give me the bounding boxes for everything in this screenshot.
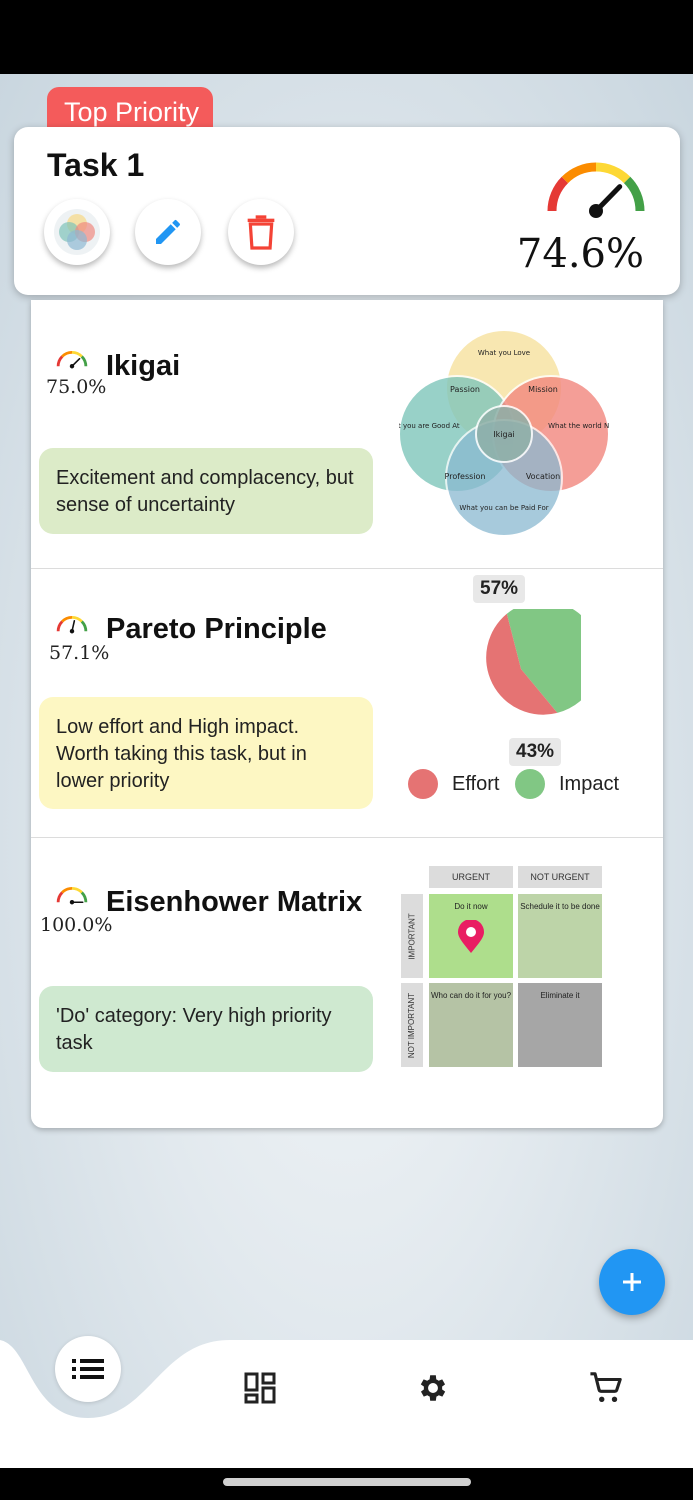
ikigai-note: Excitement and complacency, but sense of… — [39, 448, 373, 534]
pareto-score: 57.1% — [49, 642, 110, 664]
impact-legend-label: Impact — [559, 773, 620, 795]
pareto-section[interactable]: 57.1% Pareto Principle Low effort and Hi… — [31, 569, 663, 837]
effort-legend-label: Effort — [452, 773, 500, 795]
gauge-segment — [547, 176, 569, 212]
gauge-segment — [80, 891, 88, 903]
eisenhower-gauge-icon — [56, 886, 88, 905]
pareto-note: Low effort and High impact. Worth taking… — [39, 697, 373, 809]
pareto-pie-chart — [486, 609, 581, 715]
important-label: IMPORTANT — [401, 894, 423, 978]
pareto-gauge-icon — [56, 615, 88, 634]
pareto-title: Pareto Principle — [106, 613, 327, 645]
trash-icon — [247, 215, 275, 250]
ikigai-score: 75.0% — [46, 376, 107, 398]
eisenhower-note: 'Do' category: Very high priority task — [39, 986, 373, 1072]
gauge-segment — [80, 355, 88, 367]
not-important-label: NOT IMPORTANT — [401, 983, 423, 1067]
gauge-hub — [589, 204, 603, 218]
gauge-segment — [595, 162, 631, 184]
status-bar — [0, 0, 693, 74]
urgent-header: URGENT — [429, 866, 513, 888]
ikigai-gauge-icon — [56, 350, 88, 369]
pareto-top-label: 57% — [473, 575, 526, 603]
bottom-nav-background — [0, 1340, 693, 1468]
ikigai-view-button[interactable] — [44, 199, 110, 265]
plus-icon — [623, 1273, 641, 1291]
eliminate-cell: Eliminate it — [518, 983, 602, 1067]
delegate-cell: Who can do it for you? — [429, 983, 513, 1067]
divider — [31, 568, 663, 569]
gauge-hub — [69, 629, 75, 634]
screen: Top Priority Task 1 74.6% — [0, 74, 693, 1468]
home-handle[interactable] — [223, 1478, 471, 1486]
gauge-segment — [56, 891, 64, 903]
ikigai-good-label: What you are Good At — [399, 422, 460, 430]
task-card[interactable]: Task 1 74.6% — [14, 127, 680, 295]
pie-slice-impact — [506, 609, 581, 713]
impact-legend-dot — [515, 769, 545, 799]
ikigai-icon — [54, 209, 100, 255]
nav-dashboard-tab[interactable] — [236, 1364, 284, 1412]
gauge-segment — [623, 176, 645, 212]
task-gauge-icon — [547, 162, 645, 218]
schedule-cell: Schedule it to be done — [518, 894, 602, 978]
ikigai-paid-label: What you can be Paid For — [459, 504, 548, 512]
nav-cart-tab[interactable] — [582, 1364, 630, 1412]
ikigai-diagram: What you Love What you are Good At What … — [399, 330, 609, 536]
ikigai-title: Ikigai — [106, 350, 181, 382]
edit-button[interactable] — [135, 199, 201, 265]
eisenhower-section[interactable]: 100.0% Eisenhower Matrix 'Do' category: … — [31, 838, 663, 1128]
gauge-segment — [61, 886, 73, 894]
gauge-hub — [69, 364, 75, 369]
ikigai-love-label: What you Love — [478, 349, 530, 357]
do-cell-label: Do it now — [454, 902, 488, 911]
ikigai-mission-label: Mission — [528, 385, 558, 394]
gauge-segment — [561, 162, 597, 184]
effort-legend-dot — [408, 769, 438, 799]
gear-icon — [420, 1375, 446, 1401]
task-title: Task 1 — [47, 147, 145, 183]
location-pin-icon — [458, 920, 484, 953]
pareto-bottom-label: 43% — [509, 738, 562, 766]
cart-icon — [590, 1372, 622, 1403]
gauge-segment — [61, 615, 73, 623]
analysis-list: 75.0% Ikigai Excitement and complacency,… — [31, 300, 663, 1128]
add-task-button[interactable] — [599, 1249, 665, 1315]
ikigai-passion-label: Passion — [450, 385, 480, 394]
divider — [31, 837, 663, 838]
eisenhower-title: Eisenhower Matrix — [106, 886, 363, 918]
gauge-hub — [69, 900, 75, 905]
ikigai-vocation-label: Vocation — [526, 472, 560, 481]
pie-slice-effort — [486, 613, 558, 715]
ikigai-profession-label: Profession — [445, 472, 486, 481]
gauge-segment — [71, 350, 83, 358]
ikigai-section[interactable]: 75.0% Ikigai Excitement and complacency,… — [31, 300, 663, 568]
gauge-segment — [80, 620, 88, 632]
list-icon — [72, 1359, 104, 1379]
ikigai-center-label: Ikigai — [493, 430, 514, 439]
delete-button[interactable] — [228, 199, 294, 265]
do-cell: Do it now — [429, 894, 513, 978]
eisenhower-score: 100.0% — [40, 914, 113, 936]
gauge-segment — [56, 620, 64, 632]
gauge-segment — [71, 615, 83, 623]
gauge-segment — [61, 350, 73, 358]
not-urgent-header: NOT URGENT — [518, 866, 602, 888]
dashboard-icon — [244, 1372, 276, 1404]
task-score: 74.6% — [516, 231, 644, 277]
gauge-segment — [71, 886, 83, 894]
ikigai-world-label: What the world Needs — [548, 422, 609, 430]
nav-list-tab[interactable] — [55, 1336, 121, 1402]
pencil-icon — [156, 219, 180, 244]
gauge-segment — [56, 355, 64, 367]
nav-settings-tab[interactable] — [409, 1364, 457, 1412]
